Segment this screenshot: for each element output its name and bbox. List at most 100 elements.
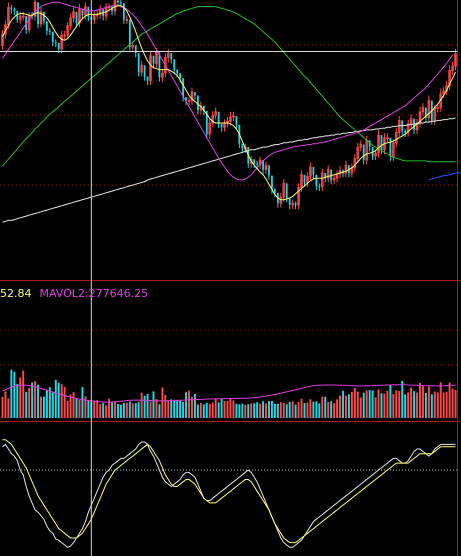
candle-body: [39, 11, 43, 25]
volume-bar: [57, 382, 60, 418]
volume-bar: [149, 401, 152, 418]
candle-body: [436, 107, 440, 109]
candle-body: [158, 52, 161, 78]
volume-bar: [4, 391, 7, 418]
volume-bar: [336, 399, 339, 418]
candle-body: [208, 122, 212, 135]
candle-body: [397, 120, 401, 133]
candle-body: [220, 123, 223, 128]
candle-body: [395, 132, 398, 144]
volume-bar: [300, 398, 303, 418]
candle-body: [211, 114, 215, 124]
volume-bar: [374, 397, 377, 418]
candle-body: [282, 182, 286, 198]
candle-body: [451, 65, 454, 71]
candle-body: [63, 34, 66, 37]
volume-bar: [433, 391, 436, 418]
volume-bar: [297, 401, 300, 418]
volume-bar: [223, 401, 226, 418]
volume-bar: [182, 402, 185, 418]
candle-body: [167, 52, 170, 58]
candle-body: [427, 100, 431, 119]
volume-bar: [19, 377, 22, 418]
candle-body: [306, 176, 309, 183]
volume-bar: [273, 403, 276, 418]
volume-bar: [25, 391, 28, 418]
volume-bar: [342, 390, 344, 418]
volume-bar: [170, 399, 173, 418]
candle-body: [271, 175, 273, 190]
volume-bar: [84, 396, 87, 418]
candle-body: [324, 173, 327, 179]
candle-body: [120, 2, 122, 4]
volume-bar: [54, 379, 57, 418]
candle-body: [137, 53, 140, 73]
candle-body: [389, 137, 392, 157]
volume-bar: [306, 402, 309, 418]
candle-body: [87, 6, 90, 17]
volume-bar: [436, 392, 439, 418]
candle-body: [377, 134, 380, 154]
candle-body: [264, 164, 268, 170]
volume-bar: [146, 393, 149, 418]
volume-bar: [312, 401, 315, 418]
volume-bar: [60, 384, 63, 418]
candle-body: [285, 183, 288, 198]
candle-body: [122, 3, 125, 20]
volume-bar: [265, 403, 267, 418]
candle-body: [332, 177, 336, 181]
volume-bar: [416, 392, 418, 418]
candle-body: [392, 142, 395, 158]
volume-bar: [196, 404, 199, 418]
volume-bar: [282, 403, 285, 418]
volume-bar: [102, 403, 105, 418]
candle-body: [262, 160, 264, 170]
volume-average-line: [2, 384, 456, 403]
volume-bar: [108, 398, 111, 418]
volume-bar: [10, 369, 13, 418]
moving-average-line: [428, 171, 461, 181]
candle-body: [1, 33, 4, 46]
candle-body: [25, 16, 28, 30]
candle-body: [197, 95, 199, 111]
moving-average-line: [2, 1, 454, 181]
volume-bar: [22, 370, 25, 418]
candle-body: [362, 144, 365, 161]
candle-body: [297, 187, 300, 206]
volume-bar: [199, 403, 202, 418]
candle-body: [170, 53, 173, 60]
candle-body: [84, 6, 87, 16]
candle-body: [92, 14, 96, 20]
candle-body: [318, 185, 321, 187]
candle-body: [202, 105, 205, 111]
volume-bar: [303, 403, 306, 418]
volume-bar: [63, 386, 66, 418]
volume-bar: [430, 394, 433, 418]
volume-bar: [40, 396, 42, 418]
candle-body: [253, 159, 256, 164]
volume-bar: [131, 403, 134, 418]
volume-bar: [448, 382, 451, 418]
candle-body: [194, 91, 196, 96]
oscillator-line: [2, 439, 456, 544]
volume-bar: [179, 400, 182, 418]
candle-body: [161, 72, 164, 78]
volume-bar: [72, 392, 75, 418]
candle-body: [128, 19, 131, 48]
volume-bar: [31, 382, 34, 418]
candle-body: [359, 144, 363, 148]
volume-bar: [353, 388, 356, 418]
volume-bar: [214, 398, 217, 418]
oscillator-panel: [0, 439, 457, 548]
candle-body: [131, 45, 135, 48]
candle-body: [386, 137, 389, 140]
volume-bar: [161, 387, 164, 418]
candle-body: [190, 91, 194, 101]
candle-body: [315, 174, 318, 186]
volume-bar: [333, 403, 336, 418]
volume-bar: [445, 391, 448, 418]
candle-body: [217, 111, 220, 124]
volume-bar: [365, 390, 368, 418]
